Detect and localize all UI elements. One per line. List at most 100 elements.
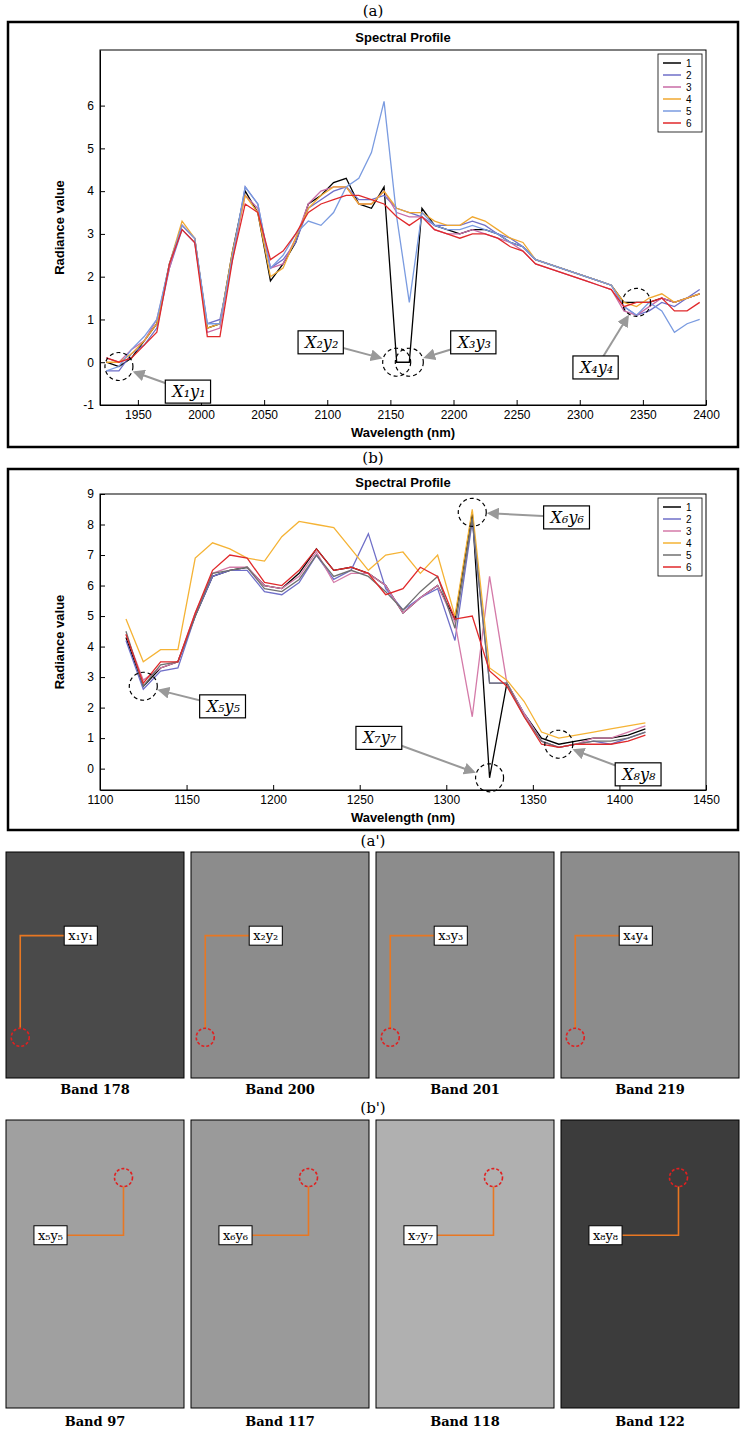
annotation-box [200,695,246,718]
y-tick-mark [100,106,105,107]
legend-swatch [663,518,681,520]
image-panel-row: (a')x₁y₁Band 178x₂y₂Band 200x₃y₃Band 201… [6,832,739,1097]
y-tick-label: 6 [87,579,94,593]
series-line [106,187,699,371]
annotation-circle [623,288,651,316]
x-tick: 2400 [693,400,720,422]
x-axis: 11001150120012501300135014001450 [88,785,721,807]
legend: 123456 [658,54,702,132]
legend-label: 4 [686,94,692,105]
x-tick: 1300 [433,785,460,807]
y-tick: 0 [87,762,105,776]
point-label: x₆y₆ [223,1228,248,1243]
annotation: X₂y₂ [298,331,411,376]
x-tick-label: 1450 [693,793,720,807]
leader-line [575,936,636,1029]
x-tick-mark [360,785,361,790]
series-line [106,178,699,366]
annotation-label: X₄y₄ [578,358,613,377]
annotation-box [356,726,402,749]
chart-title: Spectral Profile [355,30,450,45]
point-label-box [249,926,282,945]
y-tick: 3 [87,670,105,684]
image-caption: Band 118 [430,1414,500,1429]
x-tick-label: 1250 [347,793,374,807]
series-lines [126,509,645,778]
x-tick-label: 2200 [441,408,468,422]
legend: 123456 [658,498,702,576]
legend-box [658,498,702,576]
plot-frame [100,50,706,405]
y-tick-mark [100,234,105,235]
legend-label: 3 [686,526,692,537]
point-label-box [434,926,467,945]
y-tick: 3 [87,227,105,241]
x-tick: 1150 [174,785,200,807]
legend-label: 2 [686,514,692,525]
point-label: x₁y₁ [68,928,93,943]
annotation-box [544,506,590,529]
image-placeholder [561,1120,739,1408]
series-lines [106,101,699,370]
y-tick: 1 [87,313,105,327]
band-image: x₇y₇Band 118 [376,1120,554,1429]
y-tick-mark [100,148,105,149]
legend-swatch [663,554,681,556]
annotation: X₅y₅ [129,672,245,718]
x-tick-label: 2300 [567,408,594,422]
y-tick: 5 [87,142,105,156]
x-tick-mark [138,400,139,405]
legend-label: 3 [686,82,692,93]
y-tick-label: 7 [87,548,94,562]
y-tick-mark [100,616,105,617]
point-circle [114,1169,132,1187]
x-tick-mark [264,400,265,405]
annotation-circle [383,348,411,376]
y-tick: 4 [87,640,105,654]
y-axis: 0123456789 [87,487,105,790]
x-tick-label: 2050 [251,408,278,422]
leader-line [20,936,81,1029]
legend-label: 5 [686,550,692,561]
image-caption: Band 219 [615,1082,685,1097]
y-tick-mark [100,555,105,556]
annotation: X₁y₁ [105,353,211,404]
x-tick-label: 2100 [314,408,341,422]
y-tick-label: 3 [87,227,94,241]
x-tick: 2200 [441,400,468,422]
annotation: X₄y₄ [573,288,651,379]
image-panel-row: (b')x₅y₅Band 97x₆y₆Band 117x₇y₇Band 118x… [6,1099,739,1429]
chart-frame [8,469,738,830]
x-tick: 1450 [693,785,720,807]
legend-swatch [663,74,681,76]
legend-swatch [663,110,681,112]
image-caption: Band 201 [430,1082,500,1097]
x-tick-mark [533,785,534,790]
y-tick-mark [100,191,105,192]
y-tick-mark [100,525,105,526]
x-tick-label: 1300 [433,793,460,807]
annotation-circle [545,730,573,758]
x-tick: 1250 [347,785,374,807]
x-tick-mark [273,785,274,790]
x-tick-mark [446,785,447,790]
y-tick-mark [100,769,105,770]
y-tick: 2 [87,701,105,715]
x-tick-mark [517,400,518,405]
y-tick-label: 6 [87,99,94,113]
annotation-label: X₈y₈ [620,765,656,784]
annotation-label: X₇y₇ [361,728,397,747]
x-tick-label: 1200 [260,793,287,807]
y-tick-mark [100,738,105,739]
annotation-label: X₁y₁ [170,382,205,401]
x-tick-label: 2150 [378,408,405,422]
chart: (a)Spectral Profile195020002050210021502… [8,2,738,447]
y-tick-label: 9 [87,487,94,501]
point-label-box [589,1226,622,1245]
point-circle [669,1169,687,1187]
point-label-box [404,1226,437,1245]
image-caption: Band 97 [65,1414,126,1429]
x-tick: 1200 [260,785,287,807]
y-tick: 8 [87,518,105,532]
legend-label: 4 [686,538,692,549]
